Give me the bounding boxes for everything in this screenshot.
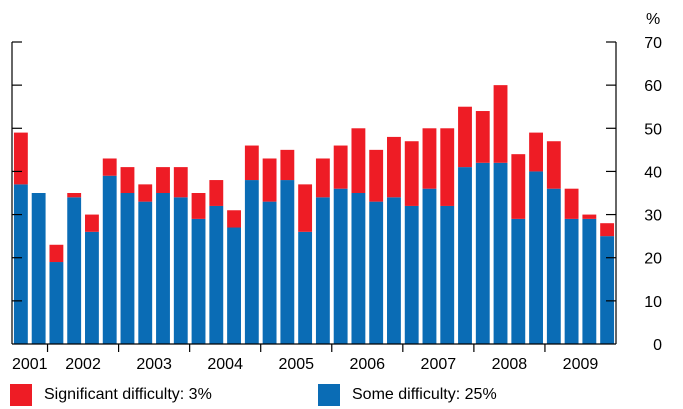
bar-significant-difficulty (67, 193, 82, 198)
bar-significant-difficulty (138, 184, 153, 202)
bar-some-difficulty (333, 188, 348, 344)
bar-significant-difficulty (475, 111, 490, 163)
bar-significant-difficulty (351, 128, 366, 193)
y-tick-label: 20 (644, 251, 662, 268)
x-tick-label: 2002 (65, 356, 101, 373)
bar-some-difficulty (369, 201, 384, 344)
legend-significant: Significant difficulty: 3% (10, 384, 212, 406)
bar-some-difficulty (49, 262, 64, 344)
bar-some-difficulty (493, 162, 508, 344)
x-tick-label: 2005 (278, 356, 314, 373)
bar-some-difficulty (298, 231, 313, 344)
bar-some-difficulty (600, 236, 615, 344)
bar-some-difficulty (102, 175, 117, 344)
x-tick-label: 2009 (563, 356, 599, 373)
bar-some-difficulty (458, 167, 472, 344)
bar-some-difficulty (173, 197, 188, 344)
bar-some-difficulty (529, 171, 543, 344)
bar-some-difficulty (67, 197, 82, 344)
bar-significant-difficulty (209, 180, 224, 206)
stacked-bar-chart: 0 10 20 30 40 50 60 70 2001 2002 2003 2004 2005 2006… (11, 11, 662, 373)
bar-some-difficulty (564, 218, 579, 344)
bar-significant-difficulty (458, 106, 472, 168)
bar-some-difficulty (511, 218, 526, 344)
bar-significant-difficulty (582, 214, 597, 219)
bar-significant-difficulty (227, 210, 241, 228)
bars-group (13, 85, 615, 344)
y-tick-label: 10 (644, 294, 662, 311)
bar-some-difficulty (404, 205, 419, 344)
bar-some-difficulty (209, 205, 224, 344)
y-tick-label: 40 (644, 164, 662, 181)
legend-swatch-some (318, 384, 340, 406)
bar-some-difficulty (582, 218, 597, 344)
bar-some-difficulty (475, 162, 490, 344)
bar-some-difficulty (85, 231, 99, 344)
y-tick-label: 30 (644, 208, 662, 225)
bar-significant-difficulty (156, 167, 170, 193)
y-tick-label: 60 (644, 78, 662, 95)
bar-significant-difficulty (244, 145, 259, 181)
bar-some-difficulty (156, 193, 170, 344)
x-tick-label: 2003 (136, 356, 172, 373)
bar-significant-difficulty (102, 158, 117, 176)
x-tick-label: 2008 (492, 356, 528, 373)
bar-significant-difficulty (333, 145, 348, 189)
bar-significant-difficulty (280, 149, 295, 181)
bar-significant-difficulty (315, 158, 330, 198)
bar-significant-difficulty (511, 154, 526, 219)
bar-some-difficulty (387, 197, 401, 344)
bar-significant-difficulty (564, 188, 579, 219)
y-tick-label: 0 (653, 337, 662, 354)
bar-some-difficulty (120, 193, 135, 344)
y-axis-ticks: 0 10 20 30 40 50 60 70 (12, 35, 662, 354)
bar-significant-difficulty (49, 244, 64, 263)
bar-some-difficulty (440, 205, 455, 344)
bar-significant-difficulty (120, 167, 135, 193)
legend-label-some: Some difficulty: 25% (352, 386, 497, 403)
bar-significant-difficulty (600, 223, 615, 237)
x-axis-ticks: 2001 2002 2003 2004 2005 2006 2007 2008 2009 (12, 344, 598, 373)
bar-some-difficulty (422, 188, 437, 344)
bar-significant-difficulty (298, 184, 313, 232)
bar-some-difficulty (315, 197, 330, 344)
bar-significant-difficulty (440, 128, 455, 206)
bar-significant-difficulty (529, 132, 543, 172)
bar-significant-difficulty (387, 136, 401, 198)
bar-significant-difficulty (404, 141, 419, 206)
bar-some-difficulty (262, 201, 277, 344)
legend-swatch-significant (10, 384, 32, 406)
bar-significant-difficulty (369, 149, 384, 202)
x-tick-label: 2004 (207, 356, 243, 373)
bar-some-difficulty (138, 201, 153, 344)
bar-some-difficulty (13, 184, 28, 344)
x-tick-label: 2006 (349, 356, 385, 373)
bar-significant-difficulty (422, 128, 437, 189)
bar-significant-difficulty (173, 167, 188, 198)
bar-some-difficulty (280, 180, 295, 344)
bar-some-difficulty (31, 193, 46, 344)
y-tick-label: 70 (644, 35, 662, 52)
bar-significant-difficulty (262, 158, 277, 202)
bar-significant-difficulty (493, 85, 508, 163)
bar-some-difficulty (546, 188, 561, 344)
bar-some-difficulty (191, 218, 206, 344)
y-unit-label: % (646, 11, 660, 28)
bar-significant-difficulty (85, 214, 99, 232)
x-tick-label: 2007 (421, 356, 457, 373)
bar-some-difficulty (351, 193, 366, 344)
legend-some: Some difficulty: 25% (318, 384, 497, 406)
bar-significant-difficulty (546, 141, 561, 189)
legend-label-significant: Significant difficulty: 3% (44, 386, 212, 403)
bar-significant-difficulty (13, 132, 28, 185)
bar-some-difficulty (227, 227, 241, 344)
y-tick-label: 50 (644, 121, 662, 138)
bar-significant-difficulty (191, 193, 206, 219)
bar-some-difficulty (244, 180, 259, 344)
x-tick-label: 2001 (12, 356, 48, 373)
